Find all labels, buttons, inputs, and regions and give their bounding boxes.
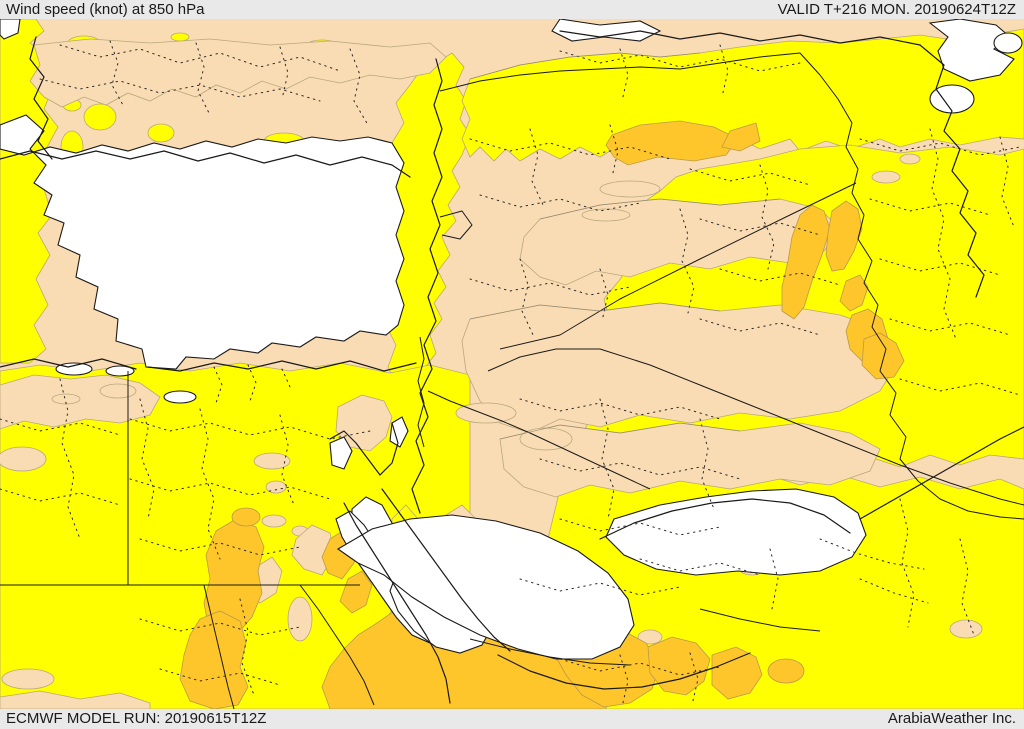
- provider-label: ArabiaWeather Inc.: [887, 710, 1016, 727]
- valid-time-label: VALID T+216 MON. 20190624T12Z: [777, 0, 1016, 18]
- sea-areas: [0, 19, 1023, 660]
- isotach-contours: [469, 52, 781, 440]
- header-bar: Wind speed (knot) at 850 hPa VALID T+216…: [0, 0, 1024, 19]
- shading-band-high: [179, 120, 905, 709]
- admin-borders: [0, 40, 1021, 708]
- forecast-map-canvas[interactable]: [0, 19, 1024, 709]
- shading-band-low-overlays: [0, 38, 983, 709]
- country-borders: [0, 52, 1024, 709]
- footer-bar: ECMWF MODEL RUN: 20190615T12Z ArabiaWeat…: [0, 709, 1024, 729]
- model-run-label: ECMWF MODEL RUN: 20190615T12Z: [6, 710, 267, 727]
- map-svg: [0, 19, 1024, 709]
- page-title: Wind speed (knot) at 850 hPa: [6, 0, 205, 18]
- coastlines: [0, 30, 1024, 704]
